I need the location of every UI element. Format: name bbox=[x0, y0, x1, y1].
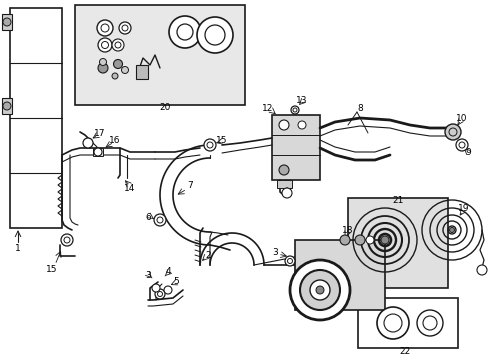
Text: 3: 3 bbox=[271, 248, 277, 257]
Circle shape bbox=[152, 284, 160, 292]
Bar bbox=[136, 65, 148, 79]
Circle shape bbox=[197, 17, 232, 53]
Text: 12: 12 bbox=[262, 104, 273, 113]
Circle shape bbox=[83, 138, 93, 148]
Text: 22: 22 bbox=[399, 347, 410, 356]
Bar bbox=[2, 98, 12, 114]
Circle shape bbox=[376, 307, 408, 339]
Circle shape bbox=[315, 286, 324, 294]
Circle shape bbox=[97, 20, 113, 36]
Bar bbox=[10, 8, 62, 228]
Text: 15: 15 bbox=[46, 266, 58, 274]
Circle shape bbox=[112, 39, 124, 51]
Circle shape bbox=[290, 106, 298, 114]
Circle shape bbox=[203, 139, 216, 151]
Text: 20: 20 bbox=[159, 103, 170, 112]
Text: 17: 17 bbox=[94, 129, 105, 138]
Circle shape bbox=[416, 310, 442, 336]
Text: 14: 14 bbox=[124, 184, 135, 193]
Circle shape bbox=[279, 120, 288, 130]
Text: 1: 1 bbox=[15, 243, 21, 252]
Circle shape bbox=[339, 235, 349, 245]
Circle shape bbox=[113, 59, 122, 68]
Circle shape bbox=[299, 270, 339, 310]
Circle shape bbox=[163, 286, 172, 294]
Circle shape bbox=[455, 139, 467, 151]
Circle shape bbox=[98, 63, 108, 73]
Bar bbox=[271, 115, 319, 180]
Text: 7: 7 bbox=[187, 180, 192, 189]
Circle shape bbox=[365, 236, 373, 244]
Circle shape bbox=[282, 188, 291, 198]
Circle shape bbox=[94, 148, 102, 156]
Text: 6: 6 bbox=[145, 212, 151, 221]
Circle shape bbox=[112, 73, 118, 79]
Text: 13: 13 bbox=[296, 95, 307, 104]
Circle shape bbox=[99, 58, 106, 66]
Text: 9: 9 bbox=[464, 148, 470, 157]
Bar bbox=[347, 198, 447, 288]
Circle shape bbox=[169, 16, 201, 48]
Text: 4: 4 bbox=[165, 267, 170, 276]
Bar bbox=[276, 180, 291, 188]
Circle shape bbox=[448, 228, 453, 233]
Bar bbox=[294, 240, 384, 310]
Circle shape bbox=[297, 121, 305, 129]
Circle shape bbox=[289, 260, 349, 320]
Circle shape bbox=[3, 102, 11, 110]
Circle shape bbox=[285, 256, 294, 266]
Text: 15: 15 bbox=[216, 135, 227, 144]
Bar bbox=[93, 148, 103, 156]
Text: 8: 8 bbox=[356, 104, 362, 113]
Circle shape bbox=[476, 265, 486, 275]
Circle shape bbox=[309, 280, 329, 300]
Bar bbox=[75, 5, 244, 105]
Circle shape bbox=[380, 236, 388, 244]
Circle shape bbox=[279, 165, 288, 175]
Circle shape bbox=[98, 38, 112, 52]
Circle shape bbox=[155, 289, 164, 299]
Text: 16: 16 bbox=[109, 135, 121, 144]
Circle shape bbox=[154, 214, 165, 226]
Circle shape bbox=[444, 124, 460, 140]
Text: 21: 21 bbox=[391, 195, 403, 204]
Circle shape bbox=[354, 235, 364, 245]
Text: 5: 5 bbox=[173, 278, 179, 287]
Text: 2: 2 bbox=[205, 251, 210, 260]
Text: 10: 10 bbox=[455, 113, 467, 122]
Circle shape bbox=[121, 67, 128, 73]
Circle shape bbox=[61, 234, 73, 246]
Bar bbox=[357, 298, 457, 348]
Text: 19: 19 bbox=[457, 203, 469, 212]
Text: 18: 18 bbox=[342, 225, 353, 234]
Circle shape bbox=[119, 22, 131, 34]
Text: 3: 3 bbox=[145, 270, 151, 279]
Text: 11: 11 bbox=[282, 189, 293, 198]
Bar bbox=[2, 14, 12, 30]
Circle shape bbox=[3, 18, 11, 26]
